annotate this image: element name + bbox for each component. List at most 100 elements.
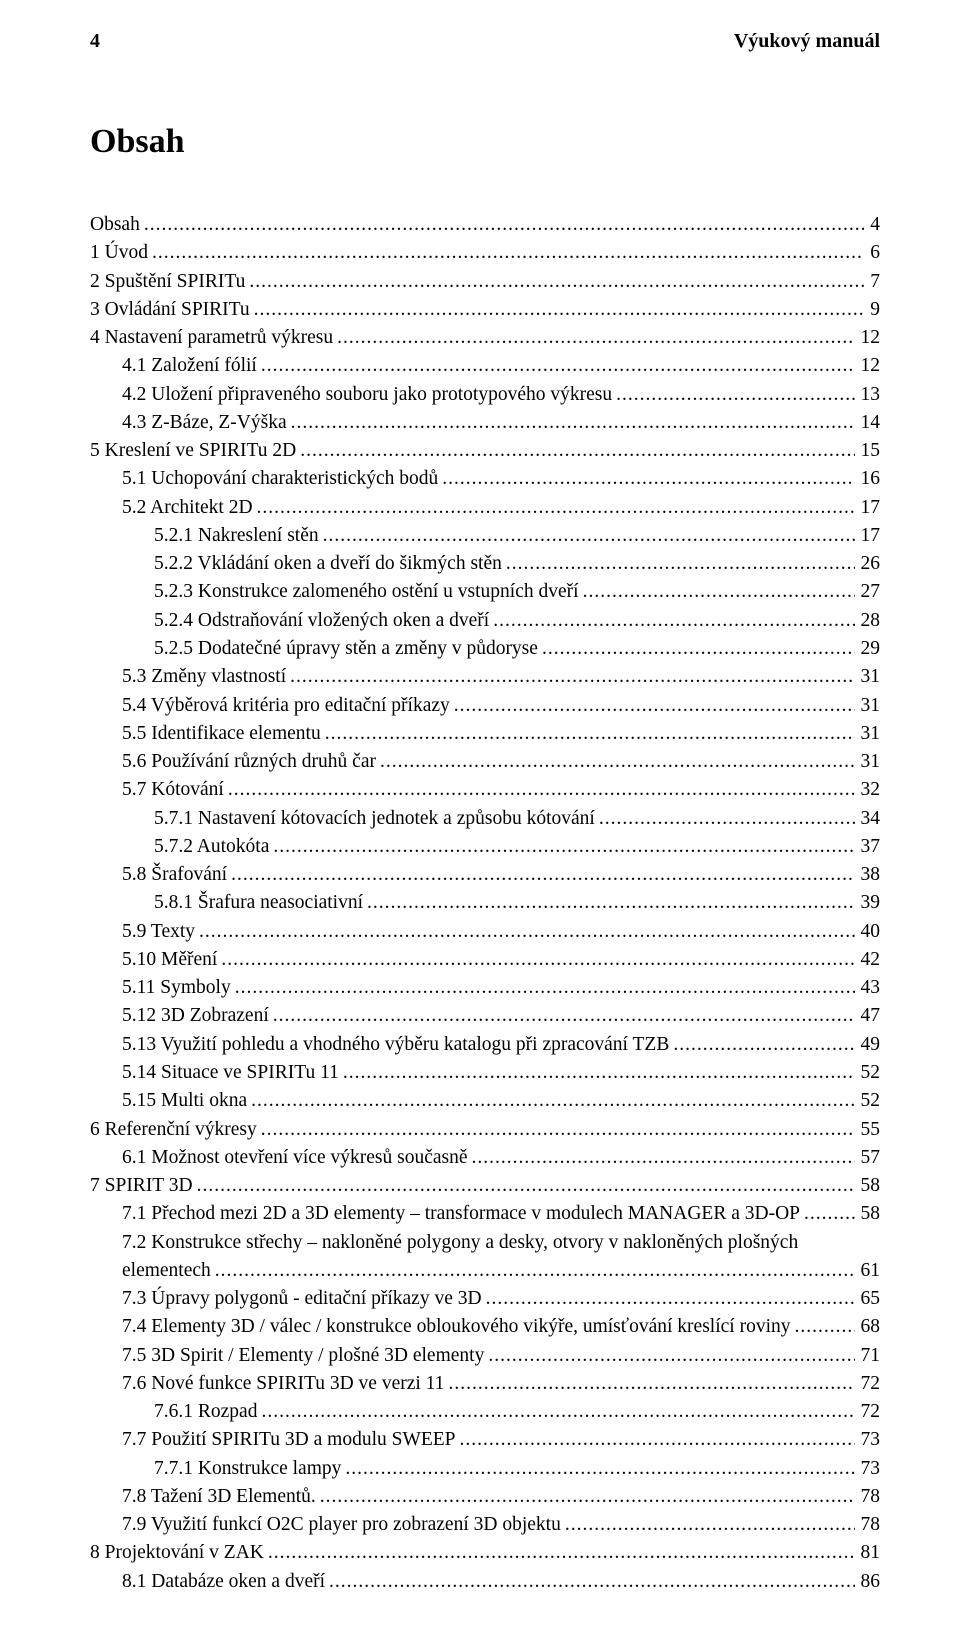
toc-leader-dots [804,1200,855,1228]
toc-entry: 5.8.1 Šrafura neasociativní39 [90,889,880,917]
toc-entry-page: 17 [859,522,881,550]
toc-entry: elementech61 [90,1257,880,1285]
toc-entry-page: 14 [859,409,881,437]
toc-entry-page: 65 [859,1285,881,1313]
toc-leader-dots [442,465,854,493]
toc-entry-page: 29 [859,635,881,663]
toc-entry: 5.1 Uchopování charakteristických bodů16 [90,465,880,493]
toc-entry-page: 31 [859,720,881,748]
toc-entry-page: 9 [868,296,880,324]
toc-entry-page: 12 [859,352,881,380]
toc-entry: 5.5 Identifikace elementu31 [90,720,880,748]
toc-entry-label: 5.2.3 Konstrukce zalomeného ostění u vst… [154,578,579,606]
toc-entry: 7 SPIRIT 3D58 [90,1172,880,1200]
toc-entry: 4 Nastavení parametrů výkresu 12 [90,324,880,352]
toc-leader-dots [273,833,854,861]
toc-entry-label: 4.2 Uložení připraveného souboru jako pr… [122,381,612,409]
toc-entry: 5 Kreslení ve SPIRITu 2D15 [90,437,880,465]
toc-entry-page: 26 [859,550,881,578]
toc-entry-label: 5.7 Kótování [122,776,224,804]
toc-leader-dots [380,748,855,776]
toc-leader-dots [454,692,855,720]
toc-leader-dots [215,1257,855,1285]
toc-leader-dots [794,1313,854,1341]
toc-entry-page: 73 [859,1426,881,1454]
toc-entry: 5.9 Texty40 [90,918,880,946]
toc-entry-label: 7.5 3D Spirit / Elementy / plošné 3D ele… [122,1342,484,1370]
toc-entry-page: 71 [859,1342,881,1370]
toc-leader-dots [199,918,854,946]
toc-entry-page: 13 [859,381,881,409]
toc-entry-label: 7.8 Tažení 3D Elementů. [122,1483,316,1511]
toc-entry-label: 5.2 Architekt 2D [122,494,253,522]
toc-entry: 2 Spuštění SPIRITu 7 [90,268,880,296]
toc-entry-page: 42 [859,946,881,974]
toc-entry: 6 Referenční výkresy55 [90,1116,880,1144]
toc-entry-label: 5.11 Symboly [122,974,231,1002]
toc-entry-label: 7.9 Využití funkcí O2C player pro zobraz… [122,1511,561,1539]
toc-entry-page: 43 [859,974,881,1002]
toc-entry: 4.1 Založení fólií12 [90,352,880,380]
toc-entry-label: 8.1 Databáze oken a dveří [122,1568,325,1596]
toc-entry: 5.2.5 Dodatečné úpravy stěn a změny v pů… [90,635,880,663]
toc-entry: 5.7 Kótování 32 [90,776,880,804]
toc-entry-label: elementech [122,1257,211,1285]
toc-entry: 7.5 3D Spirit / Elementy / plošné 3D ele… [90,1342,880,1370]
toc-entry-label: 7.4 Elementy 3D / válec / konstrukce obl… [122,1313,790,1341]
toc-leader-dots [228,776,855,804]
toc-leader-dots [472,1144,855,1172]
toc-entry: 4.2 Uložení připraveného souboru jako pr… [90,381,880,409]
toc-leader-dots [323,522,855,550]
toc-entry-page: 34 [859,805,881,833]
toc-entry-page: 55 [859,1116,881,1144]
toc-entry: 7.9 Využití funkcí O2C player pro zobraz… [90,1511,880,1539]
toc-entry-label: 4 Nastavení parametrů výkresu [90,324,333,352]
toc-leader-dots [488,1342,854,1370]
toc-entry-label: 5.15 Multi okna [122,1087,247,1115]
toc-entry: 5.7.1 Nastavení kótovacích jednotek a zp… [90,805,880,833]
toc-entry-label: 5.2.2 Vkládání oken a dveří do šikmých s… [154,550,502,578]
toc-entry: 5.4 Výběrová kritéria pro editační příka… [90,692,880,720]
toc-leader-dots [565,1511,855,1539]
toc-leader-dots [343,1059,855,1087]
toc-entry: 7.7 Použití SPIRITu 3D a modulu SWEEP73 [90,1426,880,1454]
toc-entry-label: 5.13 Využití pohledu a vhodného výběru k… [122,1031,669,1059]
toc-leader-dots [152,239,864,267]
toc-leader-dots [257,494,855,522]
toc-entry: 7.6 Nové funkce SPIRITu 3D ve verzi 1172 [90,1370,880,1398]
toc-entry-page: 47 [859,1002,881,1030]
toc-entry-page: 78 [859,1511,881,1539]
toc-entry-page: 15 [859,437,881,465]
toc-entry-page: 31 [859,663,881,691]
toc-entry-label: 7.6.1 Rozpad [154,1398,257,1426]
toc-leader-dots [235,974,855,1002]
toc-leader-dots [251,1087,854,1115]
toc-entry-label: 2 Spuštění SPIRITu [90,268,245,296]
toc-leader-dots [273,1002,855,1030]
toc-entry: 7.2 Konstrukce střechy – nakloněné polyg… [90,1229,880,1257]
toc-entry-label: 3 Ovládání SPIRITu [90,296,250,324]
toc-entry-label: 5.6 Používání různých druhů čar [122,748,376,776]
toc-entry-page: 37 [859,833,881,861]
toc-leader-dots [448,1370,854,1398]
toc-leader-dots [460,1426,855,1454]
toc-entry-page: 57 [859,1144,881,1172]
toc-entry: 5.2 Architekt 2D17 [90,494,880,522]
toc-entry: 5.2.1 Nakreslení stěn17 [90,522,880,550]
toc-entry-page: 68 [859,1313,881,1341]
toc-entry-label: 5.3 Změny vlastností [122,663,286,691]
toc-entry-page: 38 [859,861,881,889]
toc-entry-page: 12 [859,324,881,352]
toc-leader-dots [221,946,854,974]
toc-entry-page: 7 [868,268,880,296]
toc-entry: 5.2.2 Vkládání oken a dveří do šikmých s… [90,550,880,578]
toc-entry: 5.2.3 Konstrukce zalomeného ostění u vst… [90,578,880,606]
toc-entry: 5.11 Symboly 43 [90,974,880,1002]
toc-entry: 1 Úvod6 [90,239,880,267]
toc-leader-dots [583,578,855,606]
toc-entry-page: 32 [859,776,881,804]
toc-entry-label: 5.9 Texty [122,918,195,946]
toc-leader-dots [197,1172,855,1200]
toc-entry-page: 52 [859,1059,881,1087]
toc-entry: 8 Projektování v ZAK81 [90,1539,880,1567]
